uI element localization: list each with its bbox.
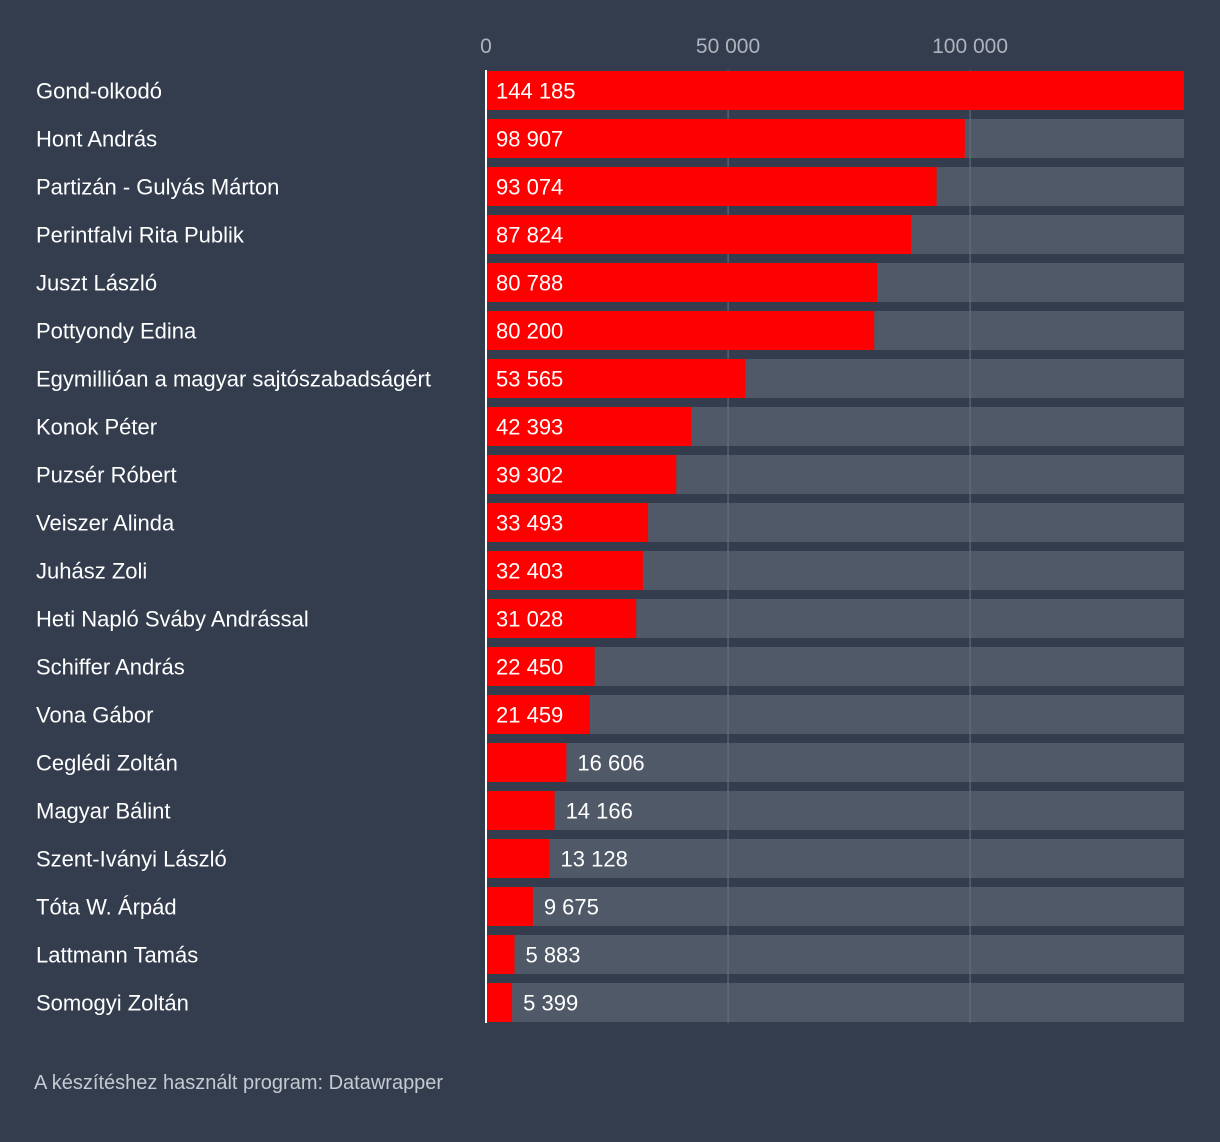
footer-source-note: A készítéshez használt program: Datawrap… bbox=[34, 1072, 444, 1094]
value-label: 144 185 bbox=[496, 79, 576, 104]
bars bbox=[486, 71, 1184, 1022]
bar bbox=[486, 455, 677, 494]
bar-track bbox=[486, 647, 1184, 686]
category-label: Magyar Bálint bbox=[36, 799, 171, 824]
value-label: 22 450 bbox=[496, 655, 563, 680]
bar bbox=[486, 935, 515, 974]
tick-label: 50 000 bbox=[696, 35, 760, 58]
bar bbox=[486, 983, 513, 1022]
value-label: 32 403 bbox=[496, 559, 563, 584]
category-label: Partizán - Gulyás Márton bbox=[36, 175, 279, 200]
bar bbox=[486, 119, 965, 158]
category-label: Juhász Zoli bbox=[36, 559, 147, 584]
bar bbox=[486, 551, 643, 590]
bar bbox=[486, 263, 878, 302]
bar-track bbox=[486, 743, 1184, 782]
value-label: 33 493 bbox=[496, 511, 563, 536]
category-label: Schiffer András bbox=[36, 655, 185, 680]
bar-track bbox=[486, 791, 1184, 830]
category-label: Somogyi Zoltán bbox=[36, 991, 189, 1016]
bar-track bbox=[486, 983, 1184, 1022]
bar-track bbox=[486, 695, 1184, 734]
value-label: 5 883 bbox=[525, 943, 580, 968]
value-label: 98 907 bbox=[496, 127, 563, 152]
value-label: 9 675 bbox=[544, 895, 599, 920]
category-label: Perintfalvi Rita Publik bbox=[36, 223, 245, 248]
tick-label: 100 000 bbox=[932, 35, 1008, 58]
bar bbox=[486, 167, 937, 206]
bar bbox=[486, 503, 649, 542]
bar bbox=[486, 647, 595, 686]
category-label: Lattmann Tamás bbox=[36, 943, 198, 968]
value-label: 5 399 bbox=[523, 991, 578, 1016]
bar bbox=[486, 695, 590, 734]
bar bbox=[486, 839, 550, 878]
value-label: 80 200 bbox=[496, 319, 563, 344]
category-label: Heti Napló Sváby Andrással bbox=[36, 607, 309, 632]
bar bbox=[486, 71, 1184, 110]
bar-chart: 0 50 000 100 000 Gond-olkodó Hont András Par… bbox=[36, 35, 1184, 1023]
value-label: 31 028 bbox=[496, 607, 563, 632]
bar bbox=[486, 359, 746, 398]
x-axis-ticks: 0 50 000 100 000 bbox=[480, 35, 1008, 58]
category-label: Tóta W. Árpád bbox=[36, 895, 177, 920]
category-labels: Gond-olkodó Hont András Partizán - Gulyás … bbox=[36, 79, 431, 1016]
category-label: Pottyondy Edina bbox=[36, 319, 197, 344]
value-label: 13 128 bbox=[561, 847, 628, 872]
bar bbox=[486, 407, 692, 446]
category-label: Juszt László bbox=[36, 271, 157, 296]
value-label: 93 074 bbox=[496, 175, 563, 200]
bar bbox=[486, 887, 533, 926]
category-label: Konok Péter bbox=[36, 415, 157, 440]
category-label: Vona Gábor bbox=[36, 703, 153, 728]
gridlines bbox=[727, 70, 971, 1023]
category-label: Ceglédi Zoltán bbox=[36, 751, 178, 776]
value-label: 80 788 bbox=[496, 271, 563, 296]
category-label: Hont András bbox=[36, 127, 157, 152]
value-label: 14 166 bbox=[566, 799, 633, 824]
value-label: 21 459 bbox=[496, 703, 563, 728]
value-label: 16 606 bbox=[577, 751, 644, 776]
bar-track bbox=[486, 887, 1184, 926]
value-label: 53 565 bbox=[496, 367, 563, 392]
value-label: 39 302 bbox=[496, 463, 563, 488]
value-label: 42 393 bbox=[496, 415, 563, 440]
category-label: Puzsér Róbert bbox=[36, 463, 177, 488]
category-label: Egymillióan a magyar sajtószabadságért bbox=[36, 367, 431, 392]
bar-tracks bbox=[486, 71, 1184, 1022]
bar bbox=[486, 599, 637, 638]
bar bbox=[486, 791, 555, 830]
bar bbox=[486, 743, 567, 782]
value-labels: 144 185 98 907 93 074 87 824 80 788 80 200 53 … bbox=[496, 79, 645, 1016]
bar-track bbox=[486, 839, 1184, 878]
bar bbox=[486, 311, 875, 350]
tick-label: 0 bbox=[480, 35, 492, 58]
category-label: Szent-Iványi László bbox=[36, 847, 227, 872]
value-label: 87 824 bbox=[496, 223, 563, 248]
category-label: Veiszer Alinda bbox=[36, 511, 175, 536]
category-label: Gond-olkodó bbox=[36, 79, 162, 104]
bar-track bbox=[486, 935, 1184, 974]
bar bbox=[486, 215, 912, 254]
